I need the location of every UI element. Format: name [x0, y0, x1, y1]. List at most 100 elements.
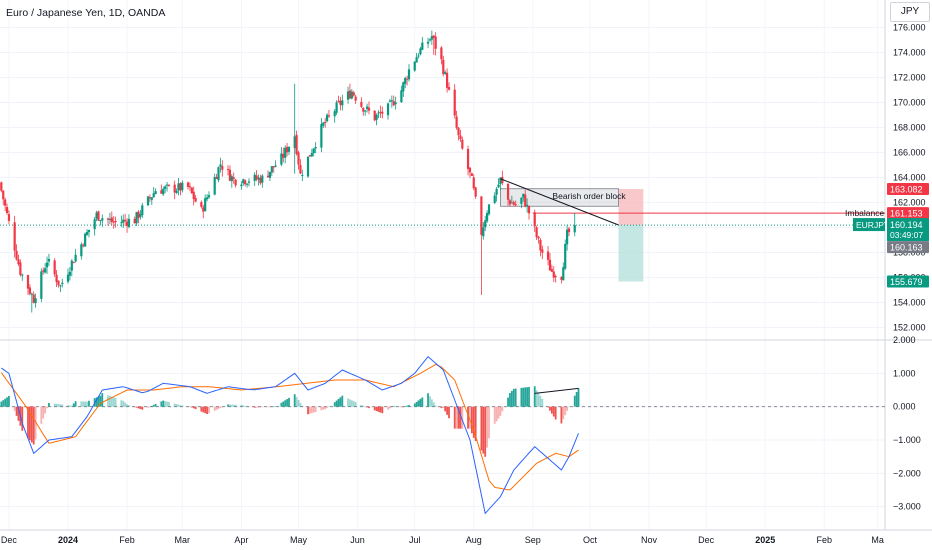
- histogram-bar-up: [57, 404, 60, 407]
- time-tick-label: Feb: [817, 535, 833, 545]
- histogram-bar-up: [2, 400, 5, 407]
- candle-down: [514, 204, 517, 206]
- time-tick-label: Aug: [466, 535, 482, 545]
- candle-down: [299, 164, 302, 174]
- candle-down: [17, 259, 20, 265]
- histogram-bar-down: [461, 406, 464, 429]
- histogram-bar-up: [70, 405, 73, 407]
- histogram-bar-up: [173, 403, 176, 407]
- histogram-bar-down: [320, 406, 323, 411]
- candle-up: [335, 102, 338, 113]
- histogram-bar-up: [280, 402, 283, 407]
- histogram-bar-down: [269, 406, 271, 408]
- candle-up: [522, 193, 525, 198]
- imbalance-price-tag: 161.153: [890, 209, 923, 219]
- candle-up: [70, 260, 73, 271]
- candle-down: [554, 276, 557, 278]
- candle-down: [539, 239, 542, 251]
- candle-down: [137, 211, 140, 219]
- candle-up: [333, 111, 336, 117]
- histogram-bar-down: [30, 406, 33, 443]
- candle-up: [219, 164, 222, 167]
- candle-down: [13, 222, 16, 251]
- histogram-bar-up: [299, 402, 302, 407]
- candle-down: [550, 269, 553, 272]
- candle-up: [80, 244, 83, 257]
- candle-up: [400, 90, 403, 103]
- candle-down: [160, 190, 163, 194]
- histogram-bar-down: [215, 406, 218, 410]
- candle-down: [560, 277, 563, 280]
- candle-down: [7, 214, 11, 221]
- histogram-bar-down: [501, 406, 504, 412]
- candle-up: [386, 103, 390, 116]
- histogram-bar-up: [394, 406, 397, 407]
- histogram-bar-up: [97, 396, 100, 407]
- histogram-bar-up: [154, 403, 157, 407]
- histogram-bar-down: [261, 406, 264, 408]
- candle-up: [413, 61, 416, 71]
- time-tick-label: Oct: [583, 535, 598, 545]
- candle-up: [253, 174, 256, 181]
- histogram-bar-up: [541, 398, 544, 407]
- candle-up: [47, 258, 51, 262]
- candle-down: [82, 244, 85, 246]
- candle-down: [125, 221, 129, 226]
- price-tick-label: 164.000: [893, 173, 926, 183]
- candle-up: [247, 181, 251, 183]
- candle-up: [21, 274, 24, 276]
- histogram-bar-down: [307, 406, 309, 415]
- histogram-bar-up: [524, 387, 527, 407]
- histogram-bar-up: [67, 405, 69, 407]
- currency-button[interactable]: JPY: [890, 2, 930, 22]
- candle-up: [93, 219, 96, 230]
- candle-down: [405, 78, 409, 80]
- time-tick-label: Nov: [641, 535, 658, 545]
- candle-up: [74, 254, 77, 262]
- candle-up: [377, 112, 380, 114]
- candle-up: [230, 176, 233, 182]
- histogram-bar-up: [227, 404, 229, 407]
- candle-down: [352, 92, 355, 96]
- candle-down: [381, 111, 384, 114]
- histogram-bar-down: [255, 406, 258, 408]
- candle-down: [106, 218, 110, 220]
- histogram-bar-up: [234, 404, 237, 407]
- candle-up: [310, 153, 313, 157]
- histogram-bar-down: [469, 406, 471, 429]
- candle-down: [506, 183, 510, 200]
- symbol-tag-bg: [853, 218, 885, 232]
- countdown-label: 03:49:07: [890, 230, 923, 240]
- candle-up: [270, 166, 273, 173]
- histogram-bar-down: [221, 406, 224, 408]
- price-tick-label: 152.000: [893, 323, 926, 333]
- candle-up: [217, 167, 220, 181]
- candle-down: [173, 184, 176, 193]
- histogram-bar-down: [467, 406, 469, 429]
- candle-up: [322, 122, 325, 126]
- candle-down: [524, 194, 527, 207]
- histogram-bar-up: [6, 397, 8, 407]
- candle-up: [293, 136, 296, 149]
- histogram-bar-up: [95, 397, 98, 407]
- price-tick-label: 166.000: [893, 148, 926, 158]
- candle-up: [499, 177, 502, 184]
- candle-up: [390, 100, 393, 102]
- candle-down: [228, 169, 232, 181]
- candle-down: [472, 177, 475, 189]
- candle-up: [87, 229, 91, 233]
- candle-down: [445, 72, 449, 88]
- candle-down: [392, 101, 395, 106]
- histogram-bar-up: [286, 399, 288, 407]
- candle-down: [432, 35, 435, 38]
- histogram-bar-down: [13, 406, 16, 411]
- candle-up: [287, 146, 291, 152]
- histogram-bar-down: [147, 406, 149, 409]
- histogram-bar-down: [32, 406, 35, 445]
- histogram-bar-up: [415, 401, 418, 407]
- candle-down: [447, 87, 451, 90]
- macd-tick-label: −1.000: [893, 435, 921, 445]
- candle-down: [440, 47, 443, 60]
- candle-up: [320, 124, 323, 148]
